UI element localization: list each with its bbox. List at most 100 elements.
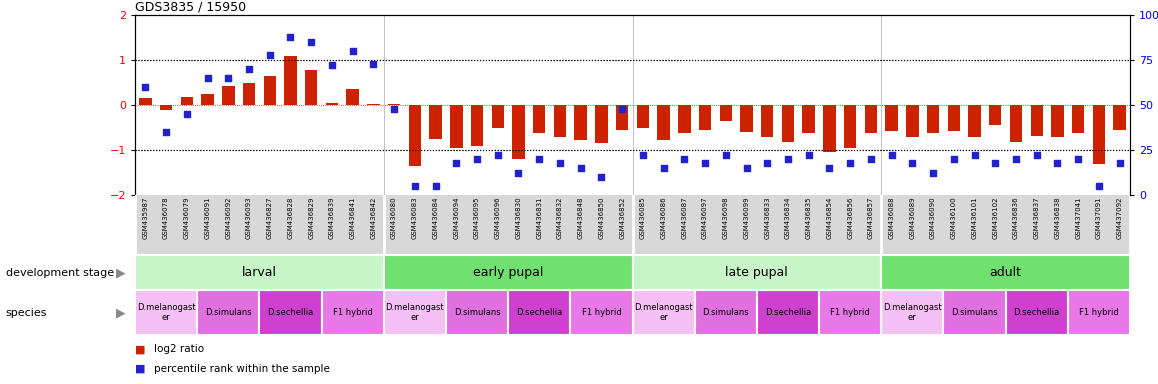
Point bbox=[1006, 156, 1025, 162]
Bar bbox=[757, 290, 819, 335]
Text: percentile rank within the sample: percentile rank within the sample bbox=[154, 364, 329, 374]
Text: GSM436856: GSM436856 bbox=[848, 197, 853, 239]
Bar bbox=[508, 290, 570, 335]
Bar bbox=[139, 98, 152, 105]
Point bbox=[654, 165, 673, 171]
Point bbox=[882, 152, 901, 159]
Bar bbox=[761, 105, 774, 137]
Text: GSM436830: GSM436830 bbox=[515, 197, 521, 240]
Text: GSM436101: GSM436101 bbox=[972, 197, 977, 240]
Text: GSM436852: GSM436852 bbox=[620, 197, 625, 239]
Text: GSM436837: GSM436837 bbox=[1034, 197, 1040, 240]
Bar bbox=[740, 105, 753, 132]
Point bbox=[592, 174, 610, 180]
Bar bbox=[719, 105, 732, 121]
Text: ▶: ▶ bbox=[116, 266, 126, 279]
Text: D.sechellia: D.sechellia bbox=[764, 308, 811, 317]
Text: D.melanogast
er: D.melanogast er bbox=[137, 303, 196, 322]
Text: GSM436828: GSM436828 bbox=[287, 197, 293, 239]
Point bbox=[137, 84, 155, 90]
Bar bbox=[570, 290, 632, 335]
Text: GSM436083: GSM436083 bbox=[412, 197, 418, 240]
Point bbox=[177, 111, 196, 117]
Text: GSM436097: GSM436097 bbox=[702, 197, 708, 240]
Bar bbox=[491, 105, 504, 128]
Point bbox=[1069, 156, 1087, 162]
Bar bbox=[968, 105, 981, 137]
Bar bbox=[197, 290, 259, 335]
Point bbox=[696, 159, 714, 166]
Bar bbox=[471, 105, 483, 146]
Point bbox=[758, 159, 777, 166]
Bar bbox=[574, 105, 587, 140]
Point bbox=[405, 183, 424, 189]
Point bbox=[156, 129, 175, 135]
Bar bbox=[346, 89, 359, 105]
Text: GSM436838: GSM436838 bbox=[1055, 197, 1061, 240]
Bar bbox=[135, 290, 197, 335]
Point bbox=[530, 156, 549, 162]
Text: development stage: development stage bbox=[6, 268, 113, 278]
Bar bbox=[886, 105, 897, 131]
Text: F1 hybrid: F1 hybrid bbox=[581, 308, 622, 317]
Bar bbox=[284, 56, 296, 105]
Point bbox=[738, 165, 756, 171]
Text: D.melanogast
er: D.melanogast er bbox=[386, 303, 445, 322]
Bar bbox=[1010, 105, 1023, 142]
Text: GSM436093: GSM436093 bbox=[245, 197, 252, 240]
Text: GSM436094: GSM436094 bbox=[453, 197, 460, 239]
Text: GSM436848: GSM436848 bbox=[578, 197, 584, 239]
Text: D.simulans: D.simulans bbox=[454, 308, 500, 317]
Text: D.sechellia: D.sechellia bbox=[267, 308, 314, 317]
Text: GSM436850: GSM436850 bbox=[599, 197, 604, 239]
Bar bbox=[259, 290, 322, 335]
Bar bbox=[632, 255, 881, 290]
Text: GDS3835 / 15950: GDS3835 / 15950 bbox=[135, 1, 247, 14]
Text: late pupal: late pupal bbox=[726, 266, 789, 279]
Point bbox=[1048, 159, 1067, 166]
Text: GSM436084: GSM436084 bbox=[433, 197, 439, 239]
Text: ▶: ▶ bbox=[116, 306, 126, 319]
Bar bbox=[944, 290, 1005, 335]
Bar bbox=[782, 105, 794, 142]
Text: GSM436857: GSM436857 bbox=[867, 197, 874, 239]
Point bbox=[966, 152, 984, 159]
Point bbox=[675, 156, 694, 162]
Bar bbox=[383, 255, 632, 290]
Point bbox=[1027, 152, 1046, 159]
Text: GSM436836: GSM436836 bbox=[1013, 197, 1019, 240]
Text: GSM436086: GSM436086 bbox=[660, 197, 667, 240]
Point bbox=[447, 159, 466, 166]
Bar bbox=[181, 97, 193, 105]
Point bbox=[945, 156, 963, 162]
Point bbox=[426, 183, 445, 189]
Bar bbox=[367, 104, 380, 105]
Bar bbox=[1031, 105, 1043, 136]
Text: GSM436087: GSM436087 bbox=[681, 197, 688, 240]
Point bbox=[778, 156, 797, 162]
Text: F1 hybrid: F1 hybrid bbox=[332, 308, 373, 317]
Text: GSM436841: GSM436841 bbox=[350, 197, 356, 239]
Bar bbox=[243, 83, 255, 105]
Bar bbox=[201, 94, 214, 105]
Bar bbox=[1005, 290, 1068, 335]
Point bbox=[384, 106, 403, 112]
Bar bbox=[906, 105, 918, 137]
Bar bbox=[1113, 105, 1126, 130]
Bar bbox=[533, 105, 545, 133]
Text: larval: larval bbox=[242, 266, 277, 279]
Bar bbox=[881, 255, 1130, 290]
Bar bbox=[409, 105, 422, 166]
Point bbox=[820, 165, 838, 171]
Bar bbox=[679, 105, 690, 133]
Point bbox=[985, 159, 1004, 166]
Point bbox=[344, 48, 362, 54]
Bar bbox=[512, 105, 525, 159]
Text: GSM436092: GSM436092 bbox=[226, 197, 232, 239]
Text: GSM436079: GSM436079 bbox=[184, 197, 190, 240]
Text: adult: adult bbox=[990, 266, 1021, 279]
Bar bbox=[446, 290, 508, 335]
Text: GSM436080: GSM436080 bbox=[391, 197, 397, 240]
Text: GSM436078: GSM436078 bbox=[163, 197, 169, 240]
Text: GSM436833: GSM436833 bbox=[764, 197, 770, 240]
